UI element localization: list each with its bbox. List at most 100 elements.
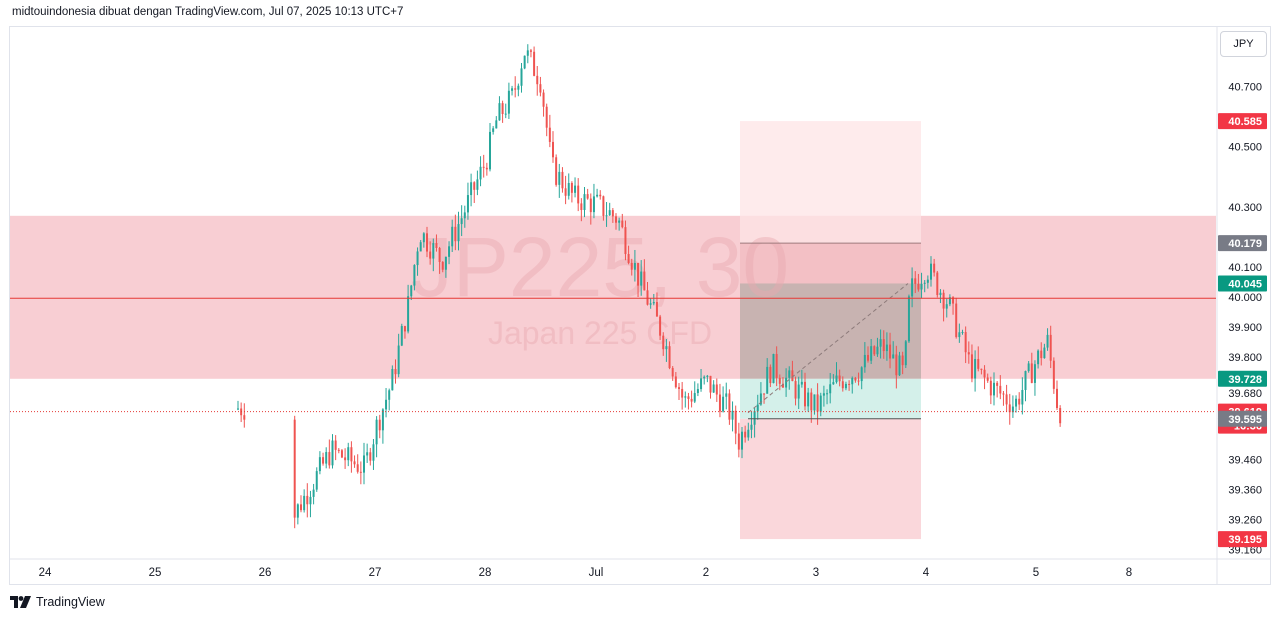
candle-body <box>718 394 721 412</box>
candle-body <box>448 246 451 257</box>
candle-body <box>463 212 466 219</box>
candle-body <box>586 194 589 199</box>
candle-body <box>485 167 488 170</box>
candle-body <box>737 433 740 450</box>
candle-body <box>813 394 816 411</box>
candle-body <box>977 358 980 369</box>
candle-body <box>237 408 239 410</box>
resistance-zone[interactable] <box>10 215 1216 379</box>
price-badge-text: 40.045 <box>1228 278 1262 290</box>
candle-body <box>775 353 778 378</box>
candle-body <box>1005 394 1008 405</box>
position-path-line <box>747 283 909 414</box>
candle-body <box>970 354 973 379</box>
candle-body <box>652 302 655 304</box>
candle-body <box>514 88 517 90</box>
tradingview-brand: TradingView <box>36 595 105 609</box>
tradingview-logo[interactable]: TradingView <box>10 595 105 609</box>
currency-button[interactable]: JPY <box>1220 31 1267 57</box>
price-badge-bg <box>1218 531 1267 548</box>
candle-body <box>892 354 895 359</box>
candle-body <box>605 215 608 217</box>
candles-layer <box>237 44 1062 529</box>
candle-body <box>731 410 734 420</box>
candle-body <box>615 216 617 223</box>
candle-body <box>785 377 788 388</box>
candle-body <box>589 198 592 213</box>
price-tick-label: 39.460 <box>1228 454 1262 466</box>
candle-body <box>558 171 561 185</box>
candle-body <box>350 447 353 462</box>
candle-body <box>325 452 328 464</box>
time-tick-label: 24 <box>39 567 52 579</box>
candle-body <box>961 332 964 334</box>
candle-body <box>309 496 312 505</box>
position-upper-zone[interactable] <box>740 121 921 244</box>
candle-body <box>983 369 986 378</box>
candle-body <box>403 326 406 332</box>
candle-body <box>952 297 955 304</box>
candle-body <box>482 166 485 168</box>
candle-body <box>583 194 586 211</box>
candle-body <box>533 51 536 76</box>
candle-body <box>473 182 476 190</box>
candle-body <box>621 220 624 228</box>
time-tick-label: 3 <box>813 567 819 579</box>
candle-body <box>501 103 504 114</box>
candle-body <box>460 218 463 225</box>
watermark-description: Japan 225 CFD <box>488 315 712 351</box>
price-badge-text: 39.728 <box>1228 374 1262 386</box>
time-tick-label: 4 <box>923 567 930 579</box>
candle-body <box>363 455 365 473</box>
candle-body <box>678 387 680 389</box>
candle-body <box>577 185 580 204</box>
candle-body <box>939 292 942 296</box>
price-badge-bg <box>1218 410 1267 427</box>
candle-body <box>356 464 359 472</box>
candle-body <box>967 352 970 355</box>
position-risk-zone[interactable] <box>740 243 921 284</box>
candle-body <box>602 196 605 216</box>
candle-body <box>958 332 961 338</box>
candle-body <box>898 355 901 376</box>
candle-body <box>914 278 917 284</box>
candle-body <box>438 247 441 262</box>
candle-body <box>296 504 299 518</box>
price-tick-label: 39.680 <box>1228 388 1262 400</box>
price-badge-bg <box>1218 370 1267 387</box>
candle-body <box>529 50 532 52</box>
candle-body <box>791 370 794 382</box>
candle-body <box>816 394 819 412</box>
candle-body <box>810 392 813 411</box>
chart-attribution: midtouindonesia dibuat dengan TradingVie… <box>12 6 404 18</box>
candle-body <box>432 243 435 259</box>
candle-body <box>993 382 995 396</box>
time-tick-label: 26 <box>259 567 272 579</box>
candle-body <box>400 326 403 346</box>
price-badge-entry: 40.045 <box>1218 275 1267 292</box>
candle-body <box>989 380 992 396</box>
candle-body <box>394 368 397 375</box>
candle-body <box>426 233 428 252</box>
position-hold-zone[interactable] <box>740 283 921 379</box>
candle-body <box>479 166 482 180</box>
candle-body <box>948 297 951 305</box>
candle-body <box>655 302 658 317</box>
candle-body <box>646 290 649 305</box>
position-stop-zone[interactable] <box>740 418 921 540</box>
candle-body <box>517 85 520 90</box>
candle-body <box>504 113 507 115</box>
candle-body <box>769 366 772 384</box>
candle-body <box>778 377 781 384</box>
candle-body <box>637 262 640 286</box>
candle-body <box>381 409 384 431</box>
price-badge-bg <box>1218 235 1267 252</box>
candle-body <box>608 210 611 216</box>
candle-body <box>1030 363 1033 383</box>
candle-body <box>476 179 479 190</box>
candle-body <box>860 367 863 382</box>
price-tick-label: 40.100 <box>1228 262 1262 274</box>
candle-body <box>545 106 548 128</box>
candle-body <box>766 366 769 394</box>
